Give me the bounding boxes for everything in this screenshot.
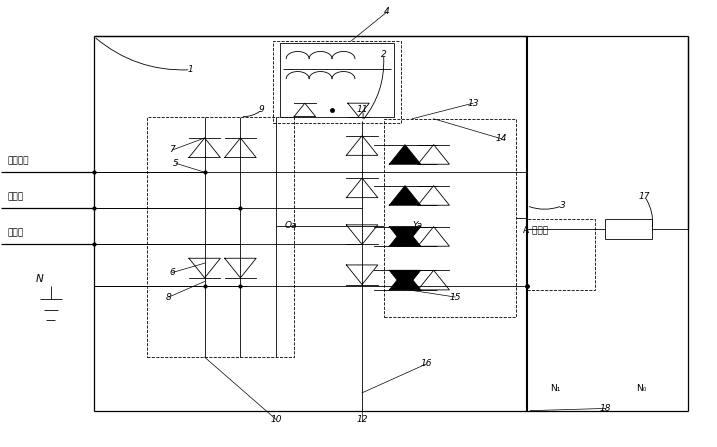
Text: 3: 3 — [559, 201, 565, 210]
Polygon shape — [389, 186, 421, 205]
Text: 6: 6 — [169, 268, 176, 277]
Text: N₀: N₀ — [636, 384, 646, 393]
Polygon shape — [389, 145, 421, 164]
Text: 14: 14 — [496, 135, 508, 143]
Text: Ya: Ya — [412, 221, 422, 230]
Bar — [384, 119, 516, 317]
Text: N: N — [36, 274, 44, 284]
Text: 11: 11 — [356, 105, 368, 114]
Polygon shape — [389, 227, 421, 246]
Bar — [280, 43, 394, 117]
Bar — [272, 41, 402, 123]
Text: 5: 5 — [173, 159, 179, 168]
Text: 12: 12 — [356, 415, 368, 424]
Text: 4: 4 — [384, 7, 390, 17]
Text: 2: 2 — [381, 50, 386, 59]
Text: 其余相: 其余相 — [8, 192, 24, 201]
Text: 1: 1 — [187, 65, 193, 74]
Text: N₁: N₁ — [550, 384, 561, 393]
Polygon shape — [389, 270, 421, 290]
Text: Oa: Oa — [285, 221, 298, 230]
Bar — [605, 219, 652, 239]
Text: 7: 7 — [169, 145, 176, 155]
Bar — [148, 117, 294, 357]
Text: 需补偿相: 需补偿相 — [8, 156, 29, 165]
Text: 8: 8 — [166, 292, 172, 302]
Text: 15: 15 — [450, 292, 461, 302]
Text: 其余相: 其余相 — [8, 228, 24, 237]
Polygon shape — [389, 270, 421, 290]
Text: A 相负荷: A 相负荷 — [523, 226, 549, 235]
Text: 18: 18 — [599, 404, 611, 413]
Text: 9: 9 — [259, 105, 265, 114]
Bar — [527, 219, 594, 291]
Text: 10: 10 — [270, 415, 282, 424]
Polygon shape — [389, 227, 421, 246]
Text: 16: 16 — [421, 359, 432, 368]
Text: 17: 17 — [639, 192, 650, 201]
Text: 13: 13 — [467, 99, 479, 108]
